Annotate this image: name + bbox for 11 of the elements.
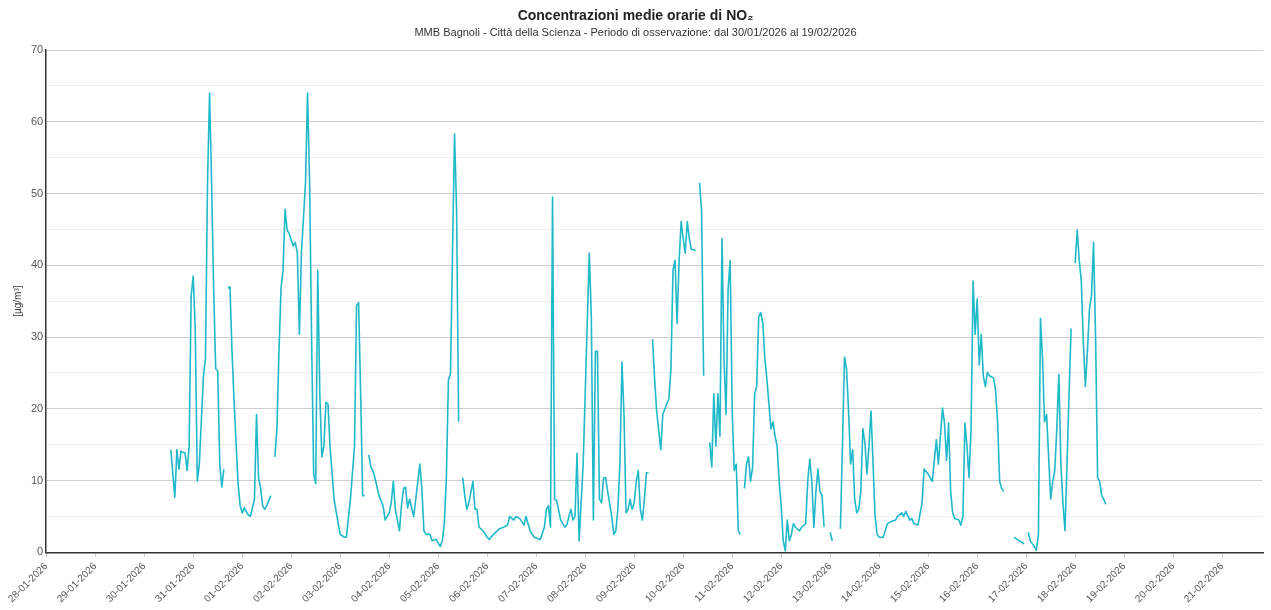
y-tick-label: 0 (37, 545, 44, 558)
y-tick-label: 30 (30, 330, 44, 343)
chart-subtitle: MMB Bagnoli - Città della Scienza - Periodo di osservazione: dal 30/01/2026 al 19/02/2026 (414, 26, 857, 39)
y-tick-label: 40 (30, 258, 44, 271)
y-tick-label: 50 (30, 186, 44, 199)
y-tick-label: 10 (30, 473, 44, 486)
y-tick-label: 70 (30, 43, 44, 56)
y-tick-label: 20 (30, 401, 44, 414)
chart-title: Concentrazioni medie orarie di NO₂ (517, 7, 754, 24)
y-axis-title: [µg/m³] (11, 285, 23, 317)
y-tick-label: 60 (30, 114, 44, 127)
